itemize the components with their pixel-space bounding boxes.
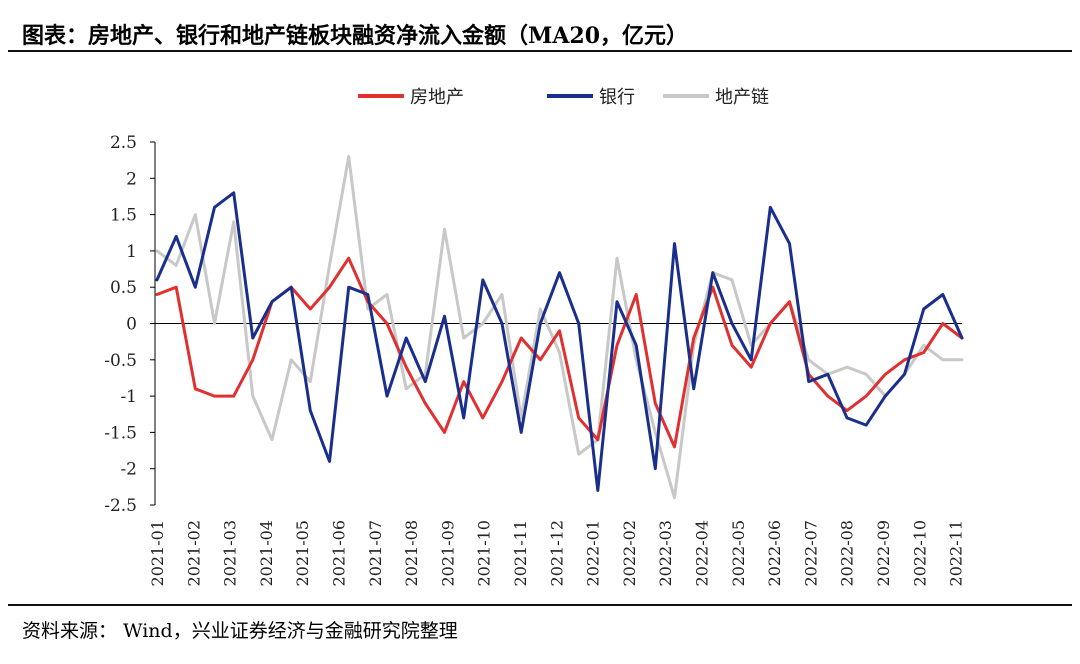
y-tick-label: 1 [126,242,137,262]
y-tick-label: 2.5 [110,133,137,153]
x-tick-label: 2022-04 [693,520,712,586]
chart-title: 图表：房地产、银行和地产链板块融资净流入金额（MA20，亿元） [22,23,689,49]
y-tick-label: 0 [126,315,137,335]
x-tick-label: 2022-06 [765,520,784,586]
x-tick-label: 2021-08 [402,520,421,586]
x-tick-label: 2021-12 [547,520,566,586]
x-tick-label: 2021-10 [475,520,494,586]
y-tick-label: 0.5 [110,278,137,298]
y-tick-label: 2 [126,169,137,189]
x-tick-label: 2022-11 [947,520,966,586]
x-tick-label: 2021-03 [221,520,240,586]
x-tick-label: 2022-01 [584,520,603,586]
y-tick-label: -0.5 [104,351,137,371]
x-tick-label: 2021-06 [330,520,349,586]
x-tick-label: 2021-09 [438,520,457,586]
x-tick-label: 2022-09 [874,520,893,586]
source-note: 资料来源： Wind，兴业证券经济与金融研究院整理 [22,620,458,642]
y-tick-label: -1.5 [104,423,137,443]
series-lines [155,155,964,500]
legend-label: 地产链 [715,87,769,108]
x-tick-label: 2022-05 [729,520,748,586]
source-divider [8,604,1072,606]
x-tick-label: 2021-11 [511,520,530,586]
x-tick-label: 2021-02 [184,520,203,586]
line-chart: 房地产 银行 地产链 2.5 2 1.5 1 0.5 0 -0.5 -1 -1.5 -2 -2.5 20… [104,87,966,586]
y-tick-label: 1.5 [110,206,137,226]
legend: 房地产 银行 地产链 [358,87,769,108]
x-axis: 2021-01 2021-02 2021-03 2021-04 2021-05 2021-… [148,323,966,586]
x-tick-label: 2022-07 [801,520,820,586]
y-tick-label: -2.5 [104,496,137,516]
x-tick-label: 2022-08 [838,520,857,586]
series-line-2 [155,191,964,492]
x-tick-label: 2022-03 [656,520,675,586]
series-line-3 [155,155,964,500]
x-tick-label: 2021-01 [148,520,167,586]
x-tick-label: 2021-07 [366,520,385,586]
x-tick-label: 2022-10 [910,520,929,586]
legend-label: 银行 [599,87,635,108]
x-tick-label: 2021-05 [293,520,312,586]
x-tick-label: 2022-02 [620,520,639,586]
title-divider [8,50,1072,52]
y-tick-label: -1 [120,387,137,407]
y-tick-label: -2 [120,460,137,480]
legend-label: 房地产 [410,87,464,108]
x-tick-label: 2021-04 [257,520,276,586]
y-axis: 2.5 2 1.5 1 0.5 0 -0.5 -1 -1.5 -2 -2.5 [104,133,156,516]
